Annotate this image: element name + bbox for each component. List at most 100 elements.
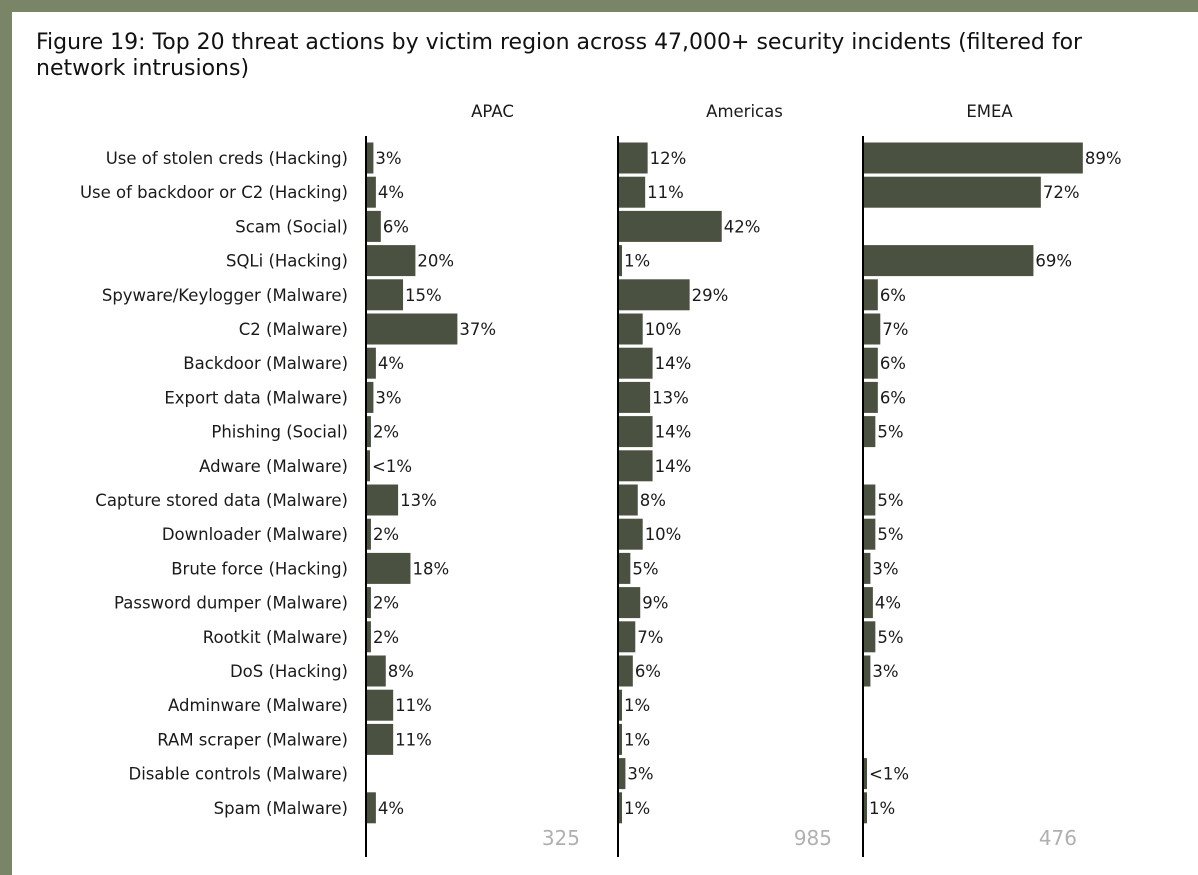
data-label: <1% (869, 765, 909, 784)
category-label: DoS (Hacking) (230, 662, 348, 681)
data-label: 7% (637, 628, 663, 647)
category-label: Adware (Malware) (199, 457, 348, 476)
bar (366, 689, 394, 721)
category-label: Backdoor (Malware) (183, 354, 348, 373)
bar (618, 416, 653, 448)
data-label: 4% (378, 799, 404, 818)
category-label: C2 (Malware) (239, 320, 348, 339)
data-label: 6% (635, 662, 661, 681)
bar (366, 450, 370, 482)
bar (863, 518, 876, 550)
bar (863, 587, 873, 619)
bar (618, 142, 648, 174)
data-label: 15% (405, 286, 442, 305)
category-label: Disable controls (Malware) (129, 765, 348, 784)
bar (618, 518, 643, 550)
data-label: 8% (388, 662, 414, 681)
bar (863, 552, 871, 584)
bar (366, 792, 376, 824)
data-label: 4% (378, 354, 404, 373)
data-label: 2% (373, 525, 399, 544)
data-label: 14% (655, 457, 692, 476)
bar (618, 245, 622, 277)
data-label: 9% (642, 594, 668, 613)
data-label: 11% (395, 730, 432, 749)
category-label: Adminware (Malware) (168, 696, 348, 715)
bar (863, 792, 867, 824)
category-label: Phishing (Social) (211, 423, 348, 442)
data-label: 1% (624, 252, 650, 271)
sample-size-label: 325 (542, 826, 580, 850)
bar (863, 176, 1041, 208)
category-label: Use of stolen creds (Hacking) (106, 149, 348, 168)
data-label: 29% (692, 286, 729, 305)
data-label: <1% (372, 457, 412, 476)
bar (366, 142, 374, 174)
data-label: 20% (417, 252, 454, 271)
data-label: 10% (645, 525, 682, 544)
bar (366, 655, 386, 687)
bar (863, 758, 867, 790)
data-label: 18% (412, 559, 449, 578)
series-header: EMEA (966, 102, 1013, 121)
bar (366, 484, 399, 516)
category-label: Rootkit (Malware) (203, 628, 348, 647)
data-label: 14% (655, 423, 692, 442)
data-label: 6% (880, 388, 906, 407)
data-label: 5% (877, 525, 903, 544)
bar (618, 552, 631, 584)
bar (618, 723, 622, 755)
data-label: 1% (624, 730, 650, 749)
bar (618, 279, 690, 311)
data-label: 13% (652, 388, 689, 407)
data-label: 12% (650, 149, 687, 168)
category-label: Export data (Malware) (164, 388, 348, 407)
data-label: 1% (869, 799, 895, 818)
bar (366, 723, 394, 755)
bar (366, 347, 376, 379)
category-label: Password dumper (Malware) (114, 594, 348, 613)
data-label: 14% (655, 354, 692, 373)
bar (863, 416, 876, 448)
data-label: 2% (373, 423, 399, 442)
series-header: APAC (471, 102, 514, 121)
bar-chart: Use of stolen creds (Hacking) Use of back… (80, 102, 1122, 857)
bar (366, 518, 371, 550)
data-label: 1% (624, 799, 650, 818)
series-header: Americas (706, 102, 783, 121)
bar (863, 245, 1034, 277)
data-label: 42% (724, 217, 761, 236)
bar (863, 655, 871, 687)
bar (366, 621, 371, 653)
data-label: 5% (632, 559, 658, 578)
category-label: Capture stored data (Malware) (95, 491, 348, 510)
bar (366, 176, 376, 208)
bar (366, 416, 371, 448)
bar (366, 552, 411, 584)
bar (366, 587, 371, 619)
bar (618, 313, 643, 345)
data-label: 3% (872, 559, 898, 578)
category-label: Brute force (Hacking) (171, 559, 348, 578)
data-label: 3% (375, 149, 401, 168)
bar (366, 279, 404, 311)
data-label: 11% (647, 183, 684, 202)
data-label: 7% (882, 320, 908, 339)
data-label: 2% (373, 594, 399, 613)
bar (366, 245, 416, 277)
sample-size-label: 985 (794, 826, 832, 850)
bar (366, 210, 381, 242)
data-label: 5% (877, 423, 903, 442)
bar (863, 621, 876, 653)
bar (863, 484, 876, 516)
category-label: Use of backdoor or C2 (Hacking) (80, 183, 348, 202)
bar (618, 347, 653, 379)
bar (618, 792, 622, 824)
bar (366, 313, 458, 345)
category-label: SQLi (Hacking) (226, 252, 348, 271)
data-label: 2% (373, 628, 399, 647)
bar (618, 587, 641, 619)
bar (618, 450, 653, 482)
bar (618, 176, 646, 208)
category-label: Spyware/Keylogger (Malware) (102, 286, 348, 305)
